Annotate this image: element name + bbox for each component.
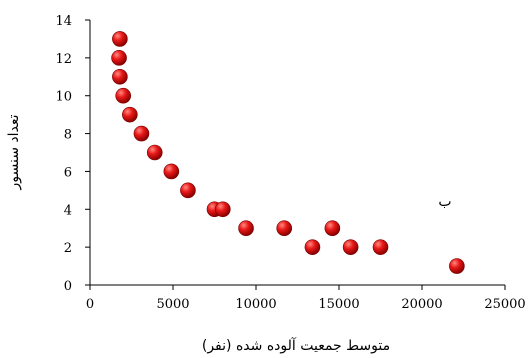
chart-annotation: ب: [438, 194, 451, 210]
data-point: [449, 258, 465, 274]
y-tick-label: 4: [64, 203, 72, 218]
data-point: [238, 220, 254, 237]
y-axis-title: تعداد سنسور: [6, 114, 22, 190]
data-point: [180, 182, 196, 199]
data-points: [111, 31, 465, 274]
x-tick-label: 15000: [318, 297, 359, 312]
y-tick-label: 2: [64, 241, 72, 256]
data-point: [111, 50, 127, 66]
data-point: [304, 239, 321, 255]
data-point: [324, 220, 341, 237]
data-point: [372, 239, 389, 255]
y-tick-label: 14: [55, 14, 72, 29]
x-tick-label: 10000: [235, 297, 276, 312]
data-point: [163, 163, 180, 180]
data-point: [215, 201, 231, 218]
y-tick-label: 10: [55, 90, 72, 105]
data-point: [146, 144, 163, 161]
tick-labels: 0 2 4 6 8 10 12 14 0 5000 10000 15000 20000 25000: [55, 14, 525, 312]
x-axis-title: متوسط جمعیت آلوده شده (نفر): [202, 337, 390, 354]
y-tick-label: 6: [64, 165, 72, 180]
axes: [85, 19, 506, 290]
y-tick-label: 8: [64, 128, 72, 143]
data-point: [342, 239, 359, 255]
x-tick-label: 20000: [401, 297, 442, 312]
y-tick-label: 12: [55, 52, 72, 67]
data-point: [122, 106, 138, 123]
y-tick-label: 0: [64, 279, 72, 294]
data-point: [112, 31, 128, 47]
data-point: [115, 87, 131, 104]
x-tick-label: 5000: [156, 297, 189, 312]
x-tick-label: 0: [86, 297, 94, 312]
data-point: [276, 220, 293, 237]
data-point: [133, 125, 150, 142]
data-point: [112, 68, 128, 85]
x-tick-label: 25000: [484, 297, 525, 312]
